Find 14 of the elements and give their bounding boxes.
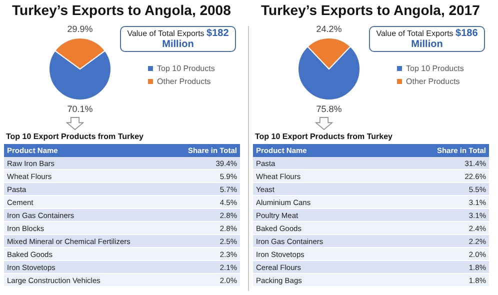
legend-label: Top 10 Products: [406, 64, 464, 73]
speech-bubble: Value of Total Exports $182 Million: [120, 26, 236, 52]
speech-bubble: Value of Total Exports $186 Million: [369, 26, 485, 52]
chart-title: Turkey’s Exports to Angola, 2008: [12, 2, 231, 18]
data-label: 24.2%: [316, 24, 342, 34]
data-label: 70.1%: [67, 104, 93, 114]
data-label: 29.9%: [67, 24, 93, 34]
legend-label: Other Products: [406, 77, 460, 86]
data-label: 75.8%: [316, 104, 342, 114]
chart-title: Turkey’s Exports to Angola, 2017: [261, 2, 480, 18]
text: Top 10 Export Products from Turkey: [6, 132, 145, 141]
legend-label: Other Products: [157, 77, 211, 86]
legend-label: Top 10 Products: [157, 64, 215, 73]
text: Top 10 Export Products from Turkey: [255, 132, 394, 141]
